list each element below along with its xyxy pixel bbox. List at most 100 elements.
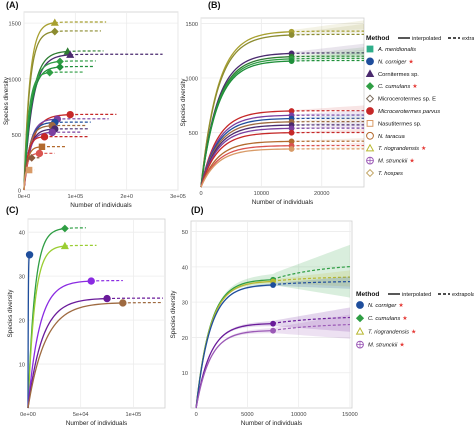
panel-3: 10 20 30 40 0e+00 5e+04 1e+05 Number of individ… [6,205,166,427]
y-tick-label: 10 [19,363,25,369]
legend-star-icon: ★ [398,302,403,309]
legend-entry-label: C. cumulans [378,84,410,90]
extrapolated-line [272,316,350,324]
x-tick-label: 0 [199,191,202,197]
y-tick-label: 30 [182,301,188,307]
legend-marker [365,82,375,91]
observed-point-marker [66,50,75,58]
panel-letter: (D) [191,205,204,215]
legend-marker-cross [366,157,374,164]
interpolated-line [200,60,292,188]
series-18 [23,166,35,191]
extrapolated-line [291,57,365,60]
x-axis-title: Number of individuals [241,420,302,427]
observed-point-marker [270,320,276,327]
y-axis-title: Species diversity [3,76,10,125]
x-tick-label: 20000 [314,191,330,197]
series-3 [25,251,34,409]
observed-point-marker [56,63,64,71]
extrapolated-line [291,30,365,33]
observed-point-marker [48,128,56,137]
legend-marker [366,45,374,53]
y-tick-label: 1000 [186,76,198,82]
legend-extrapolated-label: extrapolated [462,36,474,42]
observed-point-marker [27,153,36,162]
legend-entry-label: T. riograndensis [368,329,409,335]
observed-point-marker [50,27,59,36]
legend-marker [366,120,374,127]
y-tick-label: 20 [182,336,188,342]
series-5 [195,314,350,409]
extrapolated-line [291,55,365,58]
y-axis-title: Species diversity [180,78,187,127]
extrapolated-line [272,266,350,280]
extrapolated-line [291,33,365,36]
extrapolated-line [291,52,365,55]
interpolated-line [195,330,274,409]
legend-marker [366,107,374,115]
legend-entry-label: Microcerotermes sp. E [378,97,436,103]
series-6 [27,299,163,409]
extrapolated-line [272,276,350,282]
legend-entry-label: Nasutitermes sp. [378,121,422,127]
legend-entry-label: T. riograndensis [378,146,419,152]
y-tick-label: 0 [18,189,21,195]
y-tick-label: 10 [182,371,188,377]
y-tick-label: 30 [19,275,25,281]
legend-marker [365,168,375,178]
legend-entry-label: M. strunckii [368,343,398,349]
extrapolated-line [272,280,350,286]
observed-point-marker [288,32,295,38]
legend-star-icon: ★ [421,145,426,152]
observed-point-marker [288,129,295,136]
observed-point-marker [288,58,295,64]
legend-star-icon: ★ [411,328,416,335]
y-axis-title: Species diversity [7,289,14,338]
y-axis-title: Species diversity [170,290,177,339]
observed-point-marker [38,143,46,151]
legend-panel-d: Method interpolated extrapolated N. cornige… [355,291,474,349]
legend-star-icon: ★ [399,342,404,349]
legend-star-icon: ★ [412,83,417,90]
legend-entry-label: M. strunckii [378,159,408,165]
legend-entry-label: T. hospes [378,171,403,177]
observed-point-marker [60,241,69,250]
plot-area [27,218,166,409]
observed-point-marker [66,110,74,119]
observed-point-marker [103,294,111,303]
y-tick-label: 1500 [186,22,198,28]
legend-star-icon: ★ [402,315,407,322]
observed-point-marker [25,251,34,259]
series-16 [200,146,364,188]
extrapolated-line [70,53,163,56]
x-tick-label: 5e+04 [73,412,89,418]
observed-point-marker [119,299,127,307]
observed-point-marker [50,18,59,26]
observed-point-marker [40,133,49,141]
legend-marker [365,69,375,78]
observed-point-marker [270,282,276,288]
x-tick-label: 5000 [241,412,253,418]
legend-entry-label: Cornitermes sp. [378,72,419,78]
interpolated-line [195,284,274,409]
legend-entry-label: N. corniger [378,59,407,65]
x-axis-title: Number of individuals [252,199,313,206]
extrapolated-line [59,65,94,68]
legend-marker [355,326,365,335]
confidence-band [196,270,350,408]
x-tick-label: 10000 [254,191,270,197]
extrapolated-line [54,30,102,33]
y-tick-label: 50 [182,230,188,236]
plot-area [200,17,365,188]
y-tick-label: 40 [182,265,188,271]
series-4 [27,277,123,409]
panel-4: 10 20 30 40 50 0 5000 10000 15000 Number of indiv… [170,205,358,427]
legend-star-icon: ★ [408,58,413,65]
extrapolated-line [291,59,365,62]
extrapolated-line [54,21,107,24]
extrapolated-line [67,50,104,53]
plot-area [190,220,353,409]
legend-extrapolated-label: extrapolated [452,292,474,298]
